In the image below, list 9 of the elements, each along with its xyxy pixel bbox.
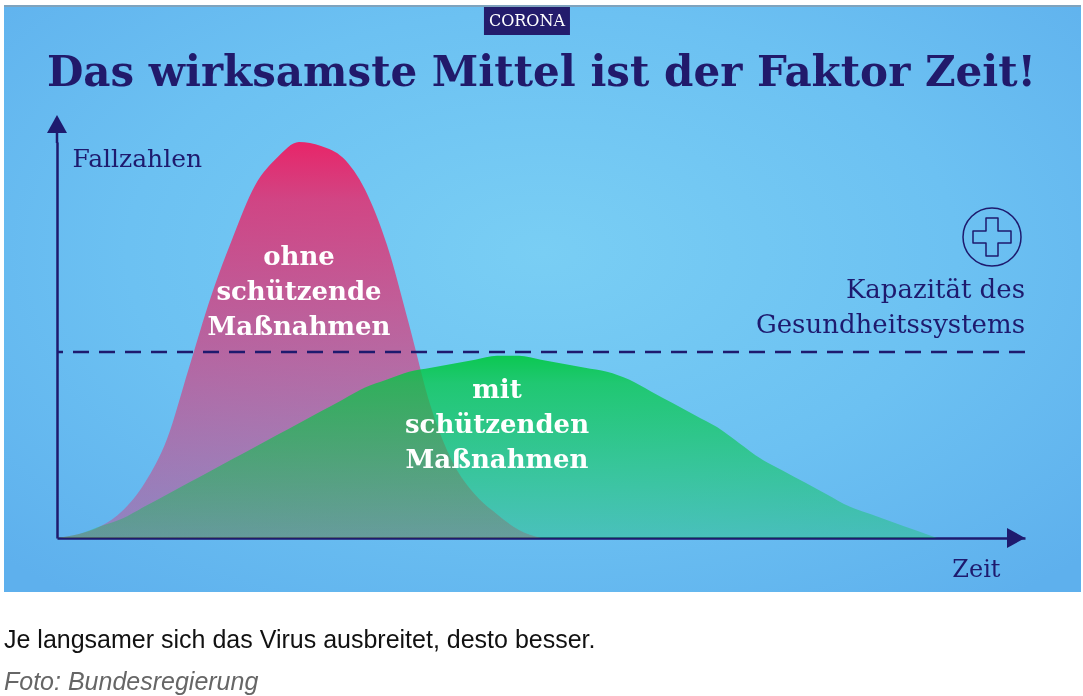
series-label: mit schützenden Maßnahmen	[404, 374, 590, 475]
legend-label: Kapazität des Gesundheitssystems	[755, 273, 1025, 339]
chart-title: Das wirksamste Mittel ist der Faktor Zeit!	[45, 47, 1038, 97]
chart-subtitle: CORONA	[483, 7, 571, 35]
text: Je langsamer sich das Virus ausbreitet, desto besser.	[4, 625, 596, 654]
y-axis-title: Fallzahlen	[72, 143, 203, 173]
x-axis-title: Zeit	[952, 554, 1001, 583]
text: Foto: Bundesregierung	[4, 667, 259, 696]
series-label: ohne schützende Maßnahmen	[207, 241, 391, 342]
